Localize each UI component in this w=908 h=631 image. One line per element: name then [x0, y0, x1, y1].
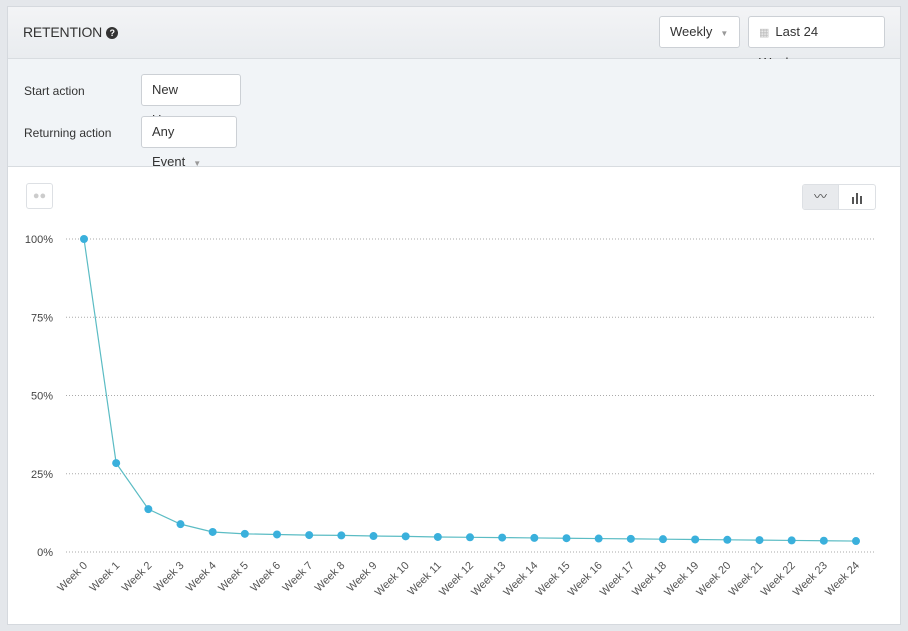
- x-tick-label: Week 4: [184, 560, 219, 595]
- chevron-down-icon: ▼: [193, 159, 202, 168]
- returning-action-value: Any Event: [152, 124, 186, 169]
- x-tick-label: Week 23: [791, 560, 830, 599]
- y-tick-label: 75%: [31, 312, 53, 324]
- x-tick-label: Week 15: [534, 560, 573, 599]
- data-point: [401, 532, 410, 541]
- data-point: [80, 235, 88, 243]
- x-tick-label: Week 3: [152, 560, 187, 595]
- data-point: [723, 535, 732, 544]
- data-point: [852, 537, 860, 546]
- data-point: [337, 531, 346, 540]
- data-point: [819, 536, 828, 545]
- interval-select[interactable]: Weekly ▼: [659, 16, 740, 48]
- data-point: [562, 534, 571, 543]
- data-point: [176, 520, 185, 529]
- bar-chart-icon: [852, 193, 862, 204]
- y-tick-label: 100%: [25, 234, 53, 246]
- y-tick-label: 25%: [31, 469, 53, 481]
- data-point: [530, 533, 539, 542]
- x-tick-label: Week 12: [437, 560, 476, 599]
- x-tick-label: Week 16: [566, 560, 605, 599]
- retention-card: RETENTION? Weekly ▼ ▦Last 24 Weeks▼ Start…: [7, 6, 901, 625]
- data-point: [755, 536, 764, 545]
- x-tick-label: Week 5: [216, 560, 251, 595]
- x-tick-label: Week 22: [759, 560, 798, 599]
- x-tick-label: Week 13: [469, 560, 508, 599]
- x-tick-label: Week 8: [313, 560, 348, 595]
- x-tick-label: Week 21: [727, 560, 766, 599]
- chevron-down-icon: ▼: [720, 29, 729, 38]
- series-line: [83, 238, 857, 542]
- data-point: [433, 532, 442, 541]
- data-point: [659, 535, 667, 544]
- title-text: RETENTION: [23, 24, 103, 40]
- data-point: [466, 533, 474, 542]
- x-tick-label: Week 1: [88, 560, 123, 595]
- x-tick-label: Week 2: [120, 560, 155, 595]
- data-point: [273, 530, 281, 539]
- line-chart-icon: 〰: [814, 189, 828, 204]
- page-title: RETENTION?: [23, 24, 119, 40]
- date-range-select[interactable]: ▦Last 24 Weeks▼: [748, 16, 885, 70]
- x-tick-label: Week 14: [501, 560, 540, 599]
- interval-value: Weekly: [670, 24, 713, 39]
- view-toggle: 〰: [802, 184, 876, 210]
- snapshot-button[interactable]: ●●: [26, 183, 53, 209]
- x-tick-label: Week 0: [55, 560, 90, 595]
- x-tick-label: Week 17: [598, 560, 637, 599]
- data-point: [305, 531, 314, 540]
- data-point: [594, 534, 603, 543]
- bar-view-button[interactable]: [839, 185, 875, 209]
- line-view-button[interactable]: 〰: [803, 185, 840, 209]
- data-point: [144, 505, 153, 514]
- help-icon[interactable]: ?: [106, 27, 119, 39]
- y-tick-label: 50%: [31, 391, 53, 403]
- returning-action-select[interactable]: Any Event ▼: [141, 116, 237, 169]
- binoculars-icon: ●●: [32, 190, 47, 202]
- data-point: [626, 534, 635, 543]
- data-point: [240, 529, 249, 538]
- header: RETENTION? Weekly ▼ ▦Last 24 Weeks▼: [8, 7, 900, 70]
- start-action-label: Start action: [24, 84, 85, 98]
- calendar-icon: ▦: [759, 27, 770, 39]
- x-tick-label: Week 18: [630, 560, 669, 599]
- data-point: [691, 535, 700, 544]
- data-point: [208, 527, 217, 536]
- data-point: [112, 459, 121, 468]
- x-tick-label: Week 7: [281, 560, 316, 595]
- y-tick-label: 0%: [37, 547, 53, 559]
- returning-action-label: Returning action: [24, 126, 112, 140]
- x-tick-label: Week 19: [662, 560, 701, 599]
- filters-panel: Start action New Users▼ Returning action…: [8, 59, 900, 169]
- data-point: [498, 533, 507, 542]
- x-tick-label: Week 20: [694, 560, 733, 599]
- data-point: [369, 532, 378, 541]
- x-tick-label: Week 10: [373, 560, 412, 599]
- data-point: [787, 536, 796, 545]
- x-tick-label: Week 24: [823, 560, 862, 599]
- x-tick-label: Week 6: [248, 560, 283, 595]
